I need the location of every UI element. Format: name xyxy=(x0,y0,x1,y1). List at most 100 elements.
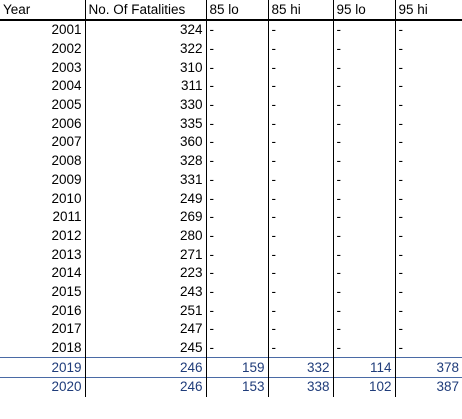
cell-85-lo[interactable]: - xyxy=(206,208,268,227)
cell-95-hi[interactable]: - xyxy=(395,96,462,115)
cell-95-lo[interactable]: - xyxy=(333,339,395,358)
cell-fatalities[interactable]: 245 xyxy=(85,339,206,358)
header-fatalities[interactable]: No. Of Fatalities xyxy=(85,0,206,20)
cell-95-lo[interactable]: 114 xyxy=(333,358,395,378)
cell-85-hi[interactable]: - xyxy=(268,40,333,59)
cell-95-hi[interactable]: - xyxy=(395,283,462,302)
cell-year[interactable]: 2004 xyxy=(0,77,85,96)
cell-fatalities[interactable]: 330 xyxy=(85,96,206,115)
cell-95-lo[interactable]: - xyxy=(333,114,395,133)
header-95-lo[interactable]: 95 lo xyxy=(333,0,395,20)
cell-95-hi[interactable]: - xyxy=(395,58,462,77)
cell-95-hi[interactable]: - xyxy=(395,245,462,264)
cell-85-lo[interactable]: - xyxy=(206,96,268,115)
cell-95-lo[interactable]: - xyxy=(333,171,395,190)
cell-95-lo[interactable]: - xyxy=(333,96,395,115)
cell-fatalities[interactable]: 324 xyxy=(85,20,206,40)
cell-85-lo[interactable]: - xyxy=(206,283,268,302)
cell-85-lo[interactable]: - xyxy=(206,339,268,358)
cell-fatalities[interactable]: 271 xyxy=(85,245,206,264)
cell-85-lo[interactable]: - xyxy=(206,189,268,208)
cell-95-hi[interactable]: - xyxy=(395,20,462,40)
cell-95-hi[interactable]: - xyxy=(395,171,462,190)
cell-85-hi[interactable]: - xyxy=(268,301,333,320)
cell-85-lo[interactable]: - xyxy=(206,320,268,339)
cell-85-hi[interactable]: - xyxy=(268,20,333,40)
cell-95-lo[interactable]: - xyxy=(333,40,395,59)
cell-year[interactable]: 2016 xyxy=(0,301,85,320)
cell-95-lo[interactable]: - xyxy=(333,245,395,264)
cell-85-lo[interactable]: - xyxy=(206,264,268,283)
cell-year[interactable]: 2015 xyxy=(0,283,85,302)
cell-year[interactable]: 2014 xyxy=(0,264,85,283)
cell-year[interactable]: 2013 xyxy=(0,245,85,264)
cell-85-hi[interactable]: - xyxy=(268,171,333,190)
cell-fatalities[interactable]: 311 xyxy=(85,77,206,96)
cell-95-lo[interactable]: 102 xyxy=(333,378,395,397)
cell-85-lo[interactable]: - xyxy=(206,227,268,246)
cell-fatalities[interactable]: 246 xyxy=(85,378,206,397)
cell-fatalities[interactable]: 331 xyxy=(85,171,206,190)
cell-95-lo[interactable]: - xyxy=(333,58,395,77)
cell-fatalities[interactable]: 246 xyxy=(85,358,206,378)
cell-fatalities[interactable]: 310 xyxy=(85,58,206,77)
cell-95-lo[interactable]: - xyxy=(333,208,395,227)
cell-85-hi[interactable]: 338 xyxy=(268,378,333,397)
cell-85-lo[interactable]: 153 xyxy=(206,378,268,397)
cell-fatalities[interactable]: 243 xyxy=(85,283,206,302)
header-85-lo[interactable]: 85 lo xyxy=(206,0,268,20)
cell-95-hi[interactable]: - xyxy=(395,301,462,320)
cell-year[interactable]: 2008 xyxy=(0,152,85,171)
cell-year[interactable]: 2005 xyxy=(0,96,85,115)
cell-95-hi[interactable]: 378 xyxy=(395,358,462,378)
cell-85-hi[interactable]: - xyxy=(268,320,333,339)
cell-fatalities[interactable]: 280 xyxy=(85,227,206,246)
cell-85-lo[interactable]: - xyxy=(206,114,268,133)
cell-95-hi[interactable]: - xyxy=(395,264,462,283)
cell-85-lo[interactable]: 159 xyxy=(206,358,268,378)
cell-year[interactable]: 2020 xyxy=(0,378,85,397)
cell-95-hi[interactable]: - xyxy=(395,339,462,358)
cell-85-hi[interactable]: - xyxy=(268,77,333,96)
cell-85-hi[interactable]: - xyxy=(268,114,333,133)
cell-95-hi[interactable]: - xyxy=(395,40,462,59)
cell-95-hi[interactable]: - xyxy=(395,77,462,96)
cell-95-lo[interactable]: - xyxy=(333,133,395,152)
cell-95-lo[interactable]: - xyxy=(333,283,395,302)
cell-85-lo[interactable]: - xyxy=(206,58,268,77)
cell-85-lo[interactable]: - xyxy=(206,20,268,40)
cell-85-lo[interactable]: - xyxy=(206,245,268,264)
cell-year[interactable]: 2003 xyxy=(0,58,85,77)
cell-95-lo[interactable]: - xyxy=(333,320,395,339)
cell-95-hi[interactable]: - xyxy=(395,133,462,152)
cell-year[interactable]: 2018 xyxy=(0,339,85,358)
header-85-hi[interactable]: 85 hi xyxy=(268,0,333,20)
cell-95-lo[interactable]: - xyxy=(333,301,395,320)
cell-85-hi[interactable]: - xyxy=(268,339,333,358)
cell-fatalities[interactable]: 335 xyxy=(85,114,206,133)
cell-95-lo[interactable]: - xyxy=(333,264,395,283)
cell-fatalities[interactable]: 223 xyxy=(85,264,206,283)
cell-85-hi[interactable]: - xyxy=(268,245,333,264)
cell-85-hi[interactable]: - xyxy=(268,227,333,246)
cell-year[interactable]: 2001 xyxy=(0,20,85,40)
cell-year[interactable]: 2002 xyxy=(0,40,85,59)
cell-85-lo[interactable]: - xyxy=(206,301,268,320)
cell-95-hi[interactable]: - xyxy=(395,114,462,133)
cell-95-hi[interactable]: - xyxy=(395,320,462,339)
cell-fatalities[interactable]: 360 xyxy=(85,133,206,152)
cell-85-hi[interactable]: - xyxy=(268,58,333,77)
cell-95-hi[interactable]: - xyxy=(395,208,462,227)
cell-85-hi[interactable]: - xyxy=(268,283,333,302)
cell-fatalities[interactable]: 249 xyxy=(85,189,206,208)
cell-95-lo[interactable]: - xyxy=(333,189,395,208)
cell-85-lo[interactable]: - xyxy=(206,77,268,96)
cell-85-hi[interactable]: - xyxy=(268,152,333,171)
cell-fatalities[interactable]: 269 xyxy=(85,208,206,227)
cell-fatalities[interactable]: 251 xyxy=(85,301,206,320)
cell-85-lo[interactable]: - xyxy=(206,40,268,59)
cell-95-lo[interactable]: - xyxy=(333,152,395,171)
cell-85-hi[interactable]: - xyxy=(268,208,333,227)
cell-year[interactable]: 2009 xyxy=(0,171,85,190)
cell-85-hi[interactable]: - xyxy=(268,96,333,115)
